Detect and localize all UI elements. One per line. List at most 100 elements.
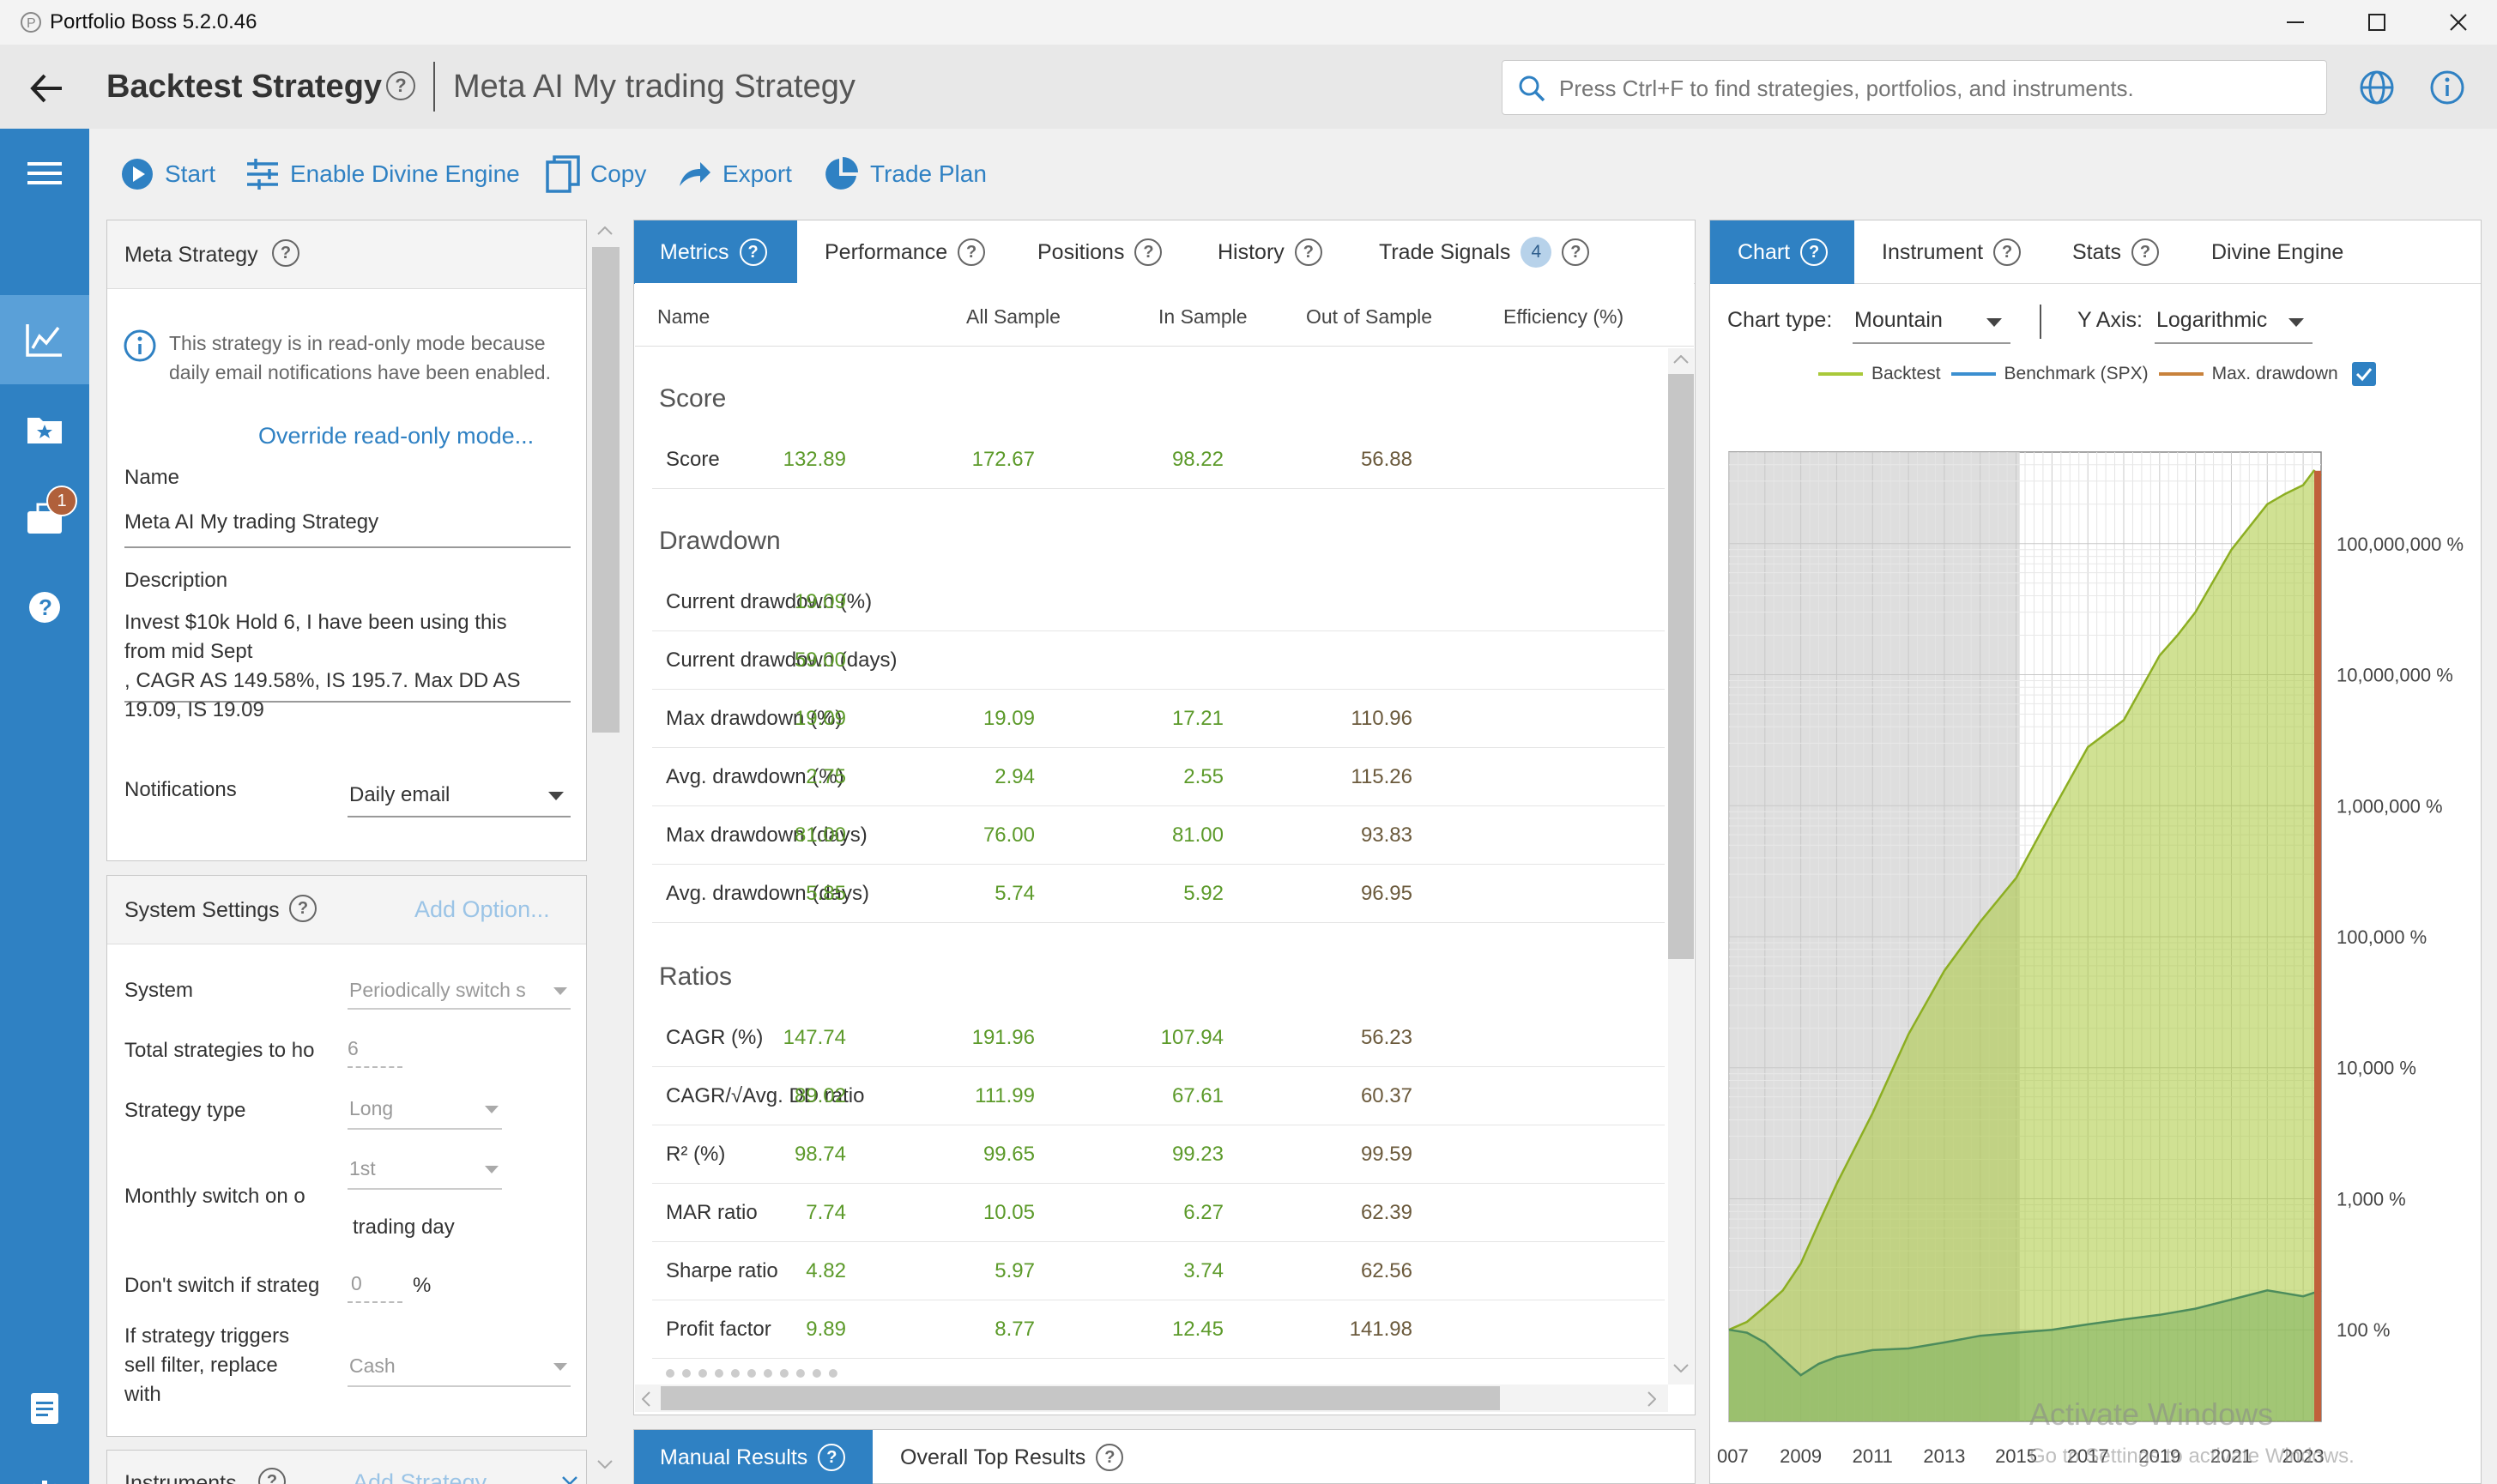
tab-stats[interactable]: Stats ?: [2072, 220, 2159, 284]
close-icon[interactable]: [2420, 0, 2497, 45]
tab-manual-results[interactable]: Manual Results ?: [634, 1430, 873, 1484]
sidebar-item-charts[interactable]: [0, 295, 89, 384]
trade-signals-badge: 4: [1521, 237, 1552, 268]
tab-overall-top-results[interactable]: Overall Top Results ?: [900, 1430, 1124, 1484]
system-settings-help-icon[interactable]: ?: [289, 895, 317, 922]
name-field[interactable]: Meta AI My trading Strategy: [124, 505, 571, 548]
tab-instrument[interactable]: Instrument ?: [1882, 220, 2022, 284]
tab-metrics-help-icon[interactable]: ?: [739, 238, 767, 266]
sell-filter-value: Cash: [349, 1354, 396, 1377]
scroll-down-icon[interactable]: [1673, 1364, 1689, 1372]
metric-row: Avg. drawdown (days) 5.85 5.74 5.92 96.95: [652, 865, 1665, 923]
left-scroll-thumb[interactable]: [592, 247, 620, 733]
meta-strategy-help-icon[interactable]: ?: [272, 239, 299, 267]
sell-filter-dropdown[interactable]: Cash: [348, 1344, 571, 1387]
metrics-hscroll-thumb[interactable]: [661, 1386, 1500, 1410]
left-scrollbar[interactable]: [592, 220, 620, 1484]
tab-chart[interactable]: Chart ?: [1710, 220, 1854, 284]
tab-performance-help-icon[interactable]: ?: [958, 238, 986, 266]
copy-button[interactable]: Copy: [546, 151, 646, 197]
start-button[interactable]: Start: [120, 151, 215, 197]
section-ratios: Ratios: [659, 962, 733, 991]
metric-name: MAR ratio: [666, 1201, 758, 1224]
metric-name: R² (%): [666, 1143, 726, 1166]
metrics-vscrollbar[interactable]: [1668, 348, 1694, 1384]
metric-row: Score 132.89 172.67 98.22 56.88: [652, 431, 1665, 489]
scroll-right-icon[interactable]: [1648, 1391, 1656, 1407]
y-axis-value: Logarithmic: [2156, 308, 2268, 332]
dont-switch-field[interactable]: 0: [348, 1265, 402, 1303]
enable-divine-engine-button[interactable]: Enable Divine Engine: [245, 151, 520, 197]
metric-in-sample: 99.65: [982, 1143, 1035, 1166]
tab-stats-label: Stats: [2072, 239, 2121, 264]
override-readonly-link[interactable]: Override read-only mode...: [258, 423, 535, 449]
strategy-type-dropdown[interactable]: Long: [348, 1087, 502, 1130]
sidebar-item-settings[interactable]: [0, 1453, 89, 1484]
add-option-link[interactable]: Add Option...: [414, 896, 550, 922]
page-title: Backtest Strategy: [106, 69, 383, 105]
y-axis-dropdown[interactable]: Logarithmic: [2155, 299, 2313, 344]
system-dropdown[interactable]: Periodically switch s: [348, 968, 571, 1010]
tab-chart-help-icon[interactable]: ?: [1800, 238, 1829, 266]
tab-history-help-icon[interactable]: ?: [1294, 238, 1322, 266]
sidebar-item-help[interactable]: ?: [0, 563, 89, 652]
metric-in-sample: [880, 631, 1035, 690]
sidebar-item-portfolio[interactable]: 1: [0, 474, 89, 563]
tab-history[interactable]: History ?: [1218, 220, 1322, 284]
minimize-icon[interactable]: [2257, 0, 2334, 45]
scroll-down-icon[interactable]: [597, 1460, 613, 1469]
total-strategies-field[interactable]: 6: [348, 1030, 402, 1068]
chart-type-dropdown[interactable]: Mountain: [1853, 299, 2010, 344]
system-value: Periodically switch s: [349, 979, 526, 1001]
sidebar-item-folders[interactable]: [0, 384, 89, 474]
metric-name: Max drawdown (days): [666, 823, 868, 847]
instruments-help-icon[interactable]: ?: [258, 1468, 286, 1484]
cut-off-row: [652, 1369, 1665, 1379]
title-bar: P Portfolio Boss 5.2.0.46: [0, 0, 2497, 45]
globe-icon[interactable]: [2358, 69, 2396, 106]
metric-in-sample: 172.67: [971, 448, 1035, 471]
trading-day-label: trading day: [353, 1216, 455, 1239]
tab-instrument-help-icon[interactable]: ?: [1993, 238, 2022, 266]
scroll-up-icon[interactable]: [597, 226, 613, 235]
tab-divine-engine[interactable]: Divine Engine: [2211, 220, 2343, 284]
scroll-left-icon[interactable]: [642, 1391, 650, 1407]
tab-metrics[interactable]: Metrics ?: [634, 220, 797, 284]
sidebar-item-log[interactable]: [0, 1364, 89, 1453]
search-box[interactable]: [1502, 60, 2327, 115]
metric-in-sample: 2.94: [995, 765, 1035, 788]
y-tick-label: 100,000 %: [2337, 926, 2427, 948]
dont-switch-label: Don't switch if strateg: [124, 1274, 320, 1297]
chevron-down-icon[interactable]: [562, 1476, 577, 1484]
notifications-dropdown[interactable]: Daily email: [348, 773, 571, 817]
tab-trade-signals[interactable]: Trade Signals 4 ?: [1379, 220, 1590, 284]
export-button[interactable]: Export: [678, 151, 792, 197]
monthly-switch-dropdown[interactable]: 1st: [348, 1147, 502, 1190]
metrics-hscrollbar[interactable]: [635, 1384, 1668, 1412]
tab-positions[interactable]: Positions ?: [1037, 220, 1163, 284]
menu-icon[interactable]: [0, 129, 89, 218]
maximize-icon[interactable]: [2338, 0, 2415, 45]
back-arrow-icon[interactable]: [26, 67, 69, 110]
performance-chart[interactable]: 100 % 1,000 % 10,000 % 100,000 % 1,000,000 %…: [1710, 392, 2481, 1481]
tab-manual-results-help-icon[interactable]: ?: [818, 1444, 846, 1471]
info-icon[interactable]: [2428, 69, 2466, 106]
scroll-up-icon[interactable]: [1673, 355, 1689, 364]
description-field[interactable]: Invest $10k Hold 6, I have been using th…: [124, 608, 571, 721]
tab-stats-help-icon[interactable]: ?: [2131, 238, 2159, 266]
search-input[interactable]: [1559, 71, 2314, 106]
page-title-help-icon[interactable]: ?: [386, 71, 415, 100]
metric-row: Sharpe ratio 4.82 5.97 3.74 62.56: [652, 1242, 1665, 1300]
metric-efficiency: 99.59: [1360, 1143, 1412, 1166]
tab-performance[interactable]: Performance ?: [825, 220, 986, 284]
tab-overall-top-results-help-icon[interactable]: ?: [1096, 1444, 1124, 1471]
max-drawdown-checkbox[interactable]: [2351, 362, 2376, 386]
tab-positions-help-icon[interactable]: ?: [1134, 238, 1163, 266]
add-strategy-link[interactable]: Add Strategy...: [353, 1469, 505, 1484]
tab-trade-signals-help-icon[interactable]: ?: [1562, 238, 1590, 266]
trade-plan-button[interactable]: Trade Plan: [822, 151, 987, 197]
metric-name: Current drawdown (days): [666, 648, 898, 672]
metrics-vscroll-thumb[interactable]: [1668, 374, 1694, 959]
metric-out-of-sample: 81.00: [1171, 823, 1224, 847]
max-drawdown-marker: [2314, 470, 2321, 1421]
